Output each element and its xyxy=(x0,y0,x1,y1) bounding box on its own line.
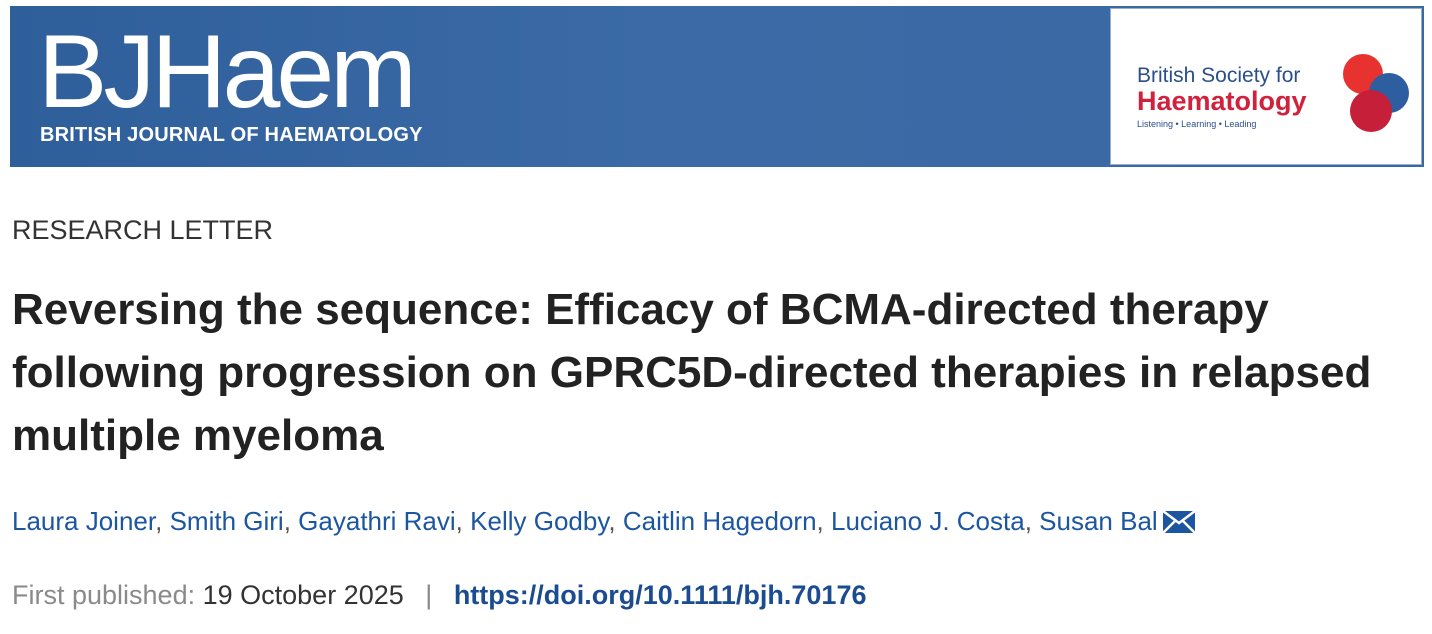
society-logo[interactable]: British Society for Haematology Listenin… xyxy=(1110,8,1422,165)
author-separator: , xyxy=(155,506,163,536)
society-name: British Society for xyxy=(1137,64,1301,87)
author-separator: , xyxy=(283,506,291,536)
doi-link[interactable]: https://doi.org/10.1111/bjh.70176 xyxy=(453,580,867,610)
circle xyxy=(1350,90,1392,132)
published-label: First published: xyxy=(12,580,196,610)
article-title: Reversing the sequence: Efficacy of BCMA… xyxy=(12,285,1372,460)
author-link[interactable]: Caitlin Hagedorn xyxy=(622,506,817,536)
author-link[interactable]: Smith Giri xyxy=(169,506,284,536)
email-icon[interactable] xyxy=(1161,510,1196,534)
journal-subtitle: BRITISH JOURNAL OF HAEMATOLOGY xyxy=(40,124,423,146)
society-icon xyxy=(1343,54,1409,132)
published-date: 19 October 2025 xyxy=(202,580,404,610)
author-separator: , xyxy=(816,506,824,536)
separator: | xyxy=(425,580,433,610)
author-link[interactable]: Laura Joiner xyxy=(12,506,156,536)
envelope-lines xyxy=(1161,510,1196,534)
author-list: Laura Joiner, Smith Giri, Gayathri Ravi,… xyxy=(12,506,1196,537)
journal-logo[interactable]: BJHaem xyxy=(38,14,417,130)
society-tagline: Listening • Learning • Leading xyxy=(1137,119,1257,129)
article-type: RESEARCH LETTER xyxy=(12,215,274,245)
author-link[interactable]: Gayathri Ravi xyxy=(298,506,456,536)
society-name-bold: Haematology xyxy=(1137,86,1307,116)
author-link[interactable]: Luciano J. Costa xyxy=(831,506,1025,536)
author-separator: , xyxy=(1024,506,1032,536)
author-separator: , xyxy=(455,506,463,536)
author-separator: , xyxy=(608,506,616,536)
publication-info: First published: 19 October 2025 | https… xyxy=(12,580,866,611)
author-link[interactable]: Susan Bal xyxy=(1039,506,1158,536)
journal-banner: BJHaem BRITISH JOURNAL OF HAEMATOLOGY Br… xyxy=(10,6,1424,167)
author-link[interactable]: Kelly Godby xyxy=(470,506,609,536)
